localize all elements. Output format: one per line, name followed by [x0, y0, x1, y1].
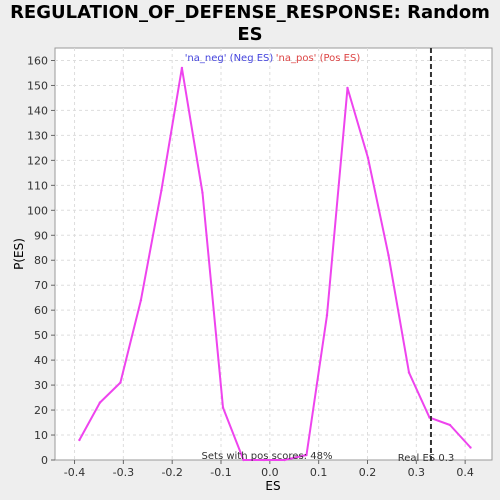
- x-tick-label: -0.3: [113, 466, 134, 479]
- es-series-point: [201, 191, 204, 195]
- x-axis-title: ES: [265, 479, 280, 493]
- es-series-point: [346, 86, 349, 90]
- x-tick-label: -0.4: [64, 466, 85, 479]
- es-series-point: [139, 298, 143, 302]
- y-tick-label: 40: [34, 354, 48, 367]
- y-tick-label: 0: [41, 454, 48, 467]
- x-tick-label: 0.4: [456, 466, 474, 479]
- x-tick-label: 0.1: [310, 466, 328, 479]
- y-tick-label: 90: [34, 229, 48, 242]
- y-tick-label: 50: [34, 329, 48, 342]
- es-series-point: [160, 189, 163, 192]
- chart-title-line-1: REGULATION_OF_DEFENSE_RESPONSE: Random E…: [10, 2, 490, 45]
- real-es-label: Real ES 0.3: [398, 453, 454, 464]
- legend-neg-label: 'na_neg' (Neg ES): [185, 53, 274, 64]
- y-tick-label: 80: [34, 254, 48, 267]
- grid-layer: [55, 48, 492, 460]
- y-tick-label: 160: [27, 54, 48, 67]
- y-tick-label: 150: [27, 79, 48, 92]
- x-tick-label: 0.2: [359, 466, 377, 479]
- y-tick-label: 140: [27, 104, 48, 117]
- tick-layer: 0 10 20 30 40 50 60 70 80 90 100 110 120 130 140 150 160…: [27, 54, 474, 479]
- y-tick-label: 130: [27, 129, 48, 142]
- x-tick-label: 0.0: [261, 466, 279, 479]
- y-tick-label: 20: [34, 404, 48, 417]
- es-series-point: [78, 438, 81, 442]
- es-series-point: [366, 156, 370, 160]
- y-tick-label: 70: [34, 279, 48, 292]
- y-tick-label: 100: [27, 204, 48, 217]
- es-series-line: [78, 67, 472, 461]
- es-series-point: [283, 458, 286, 462]
- es-series-point: [469, 446, 472, 449]
- legend-pos-label: 'na_pos' (Pos ES): [276, 53, 361, 64]
- es-series-point: [98, 401, 102, 404]
- pos-scores-annotation: Sets with pos scores: 48%: [202, 451, 333, 462]
- x-tick-label: 0.3: [408, 466, 426, 479]
- es-series-point: [221, 406, 225, 409]
- es-series-point: [262, 458, 266, 462]
- x-tick-label: -0.2: [161, 466, 182, 479]
- y-tick-label: 30: [34, 379, 48, 392]
- y-tick-label: 110: [27, 179, 48, 192]
- y-axis-title: P(ES): [12, 238, 26, 270]
- es-series-point: [305, 453, 308, 457]
- y-tick-label: 10: [34, 429, 48, 442]
- es-series-point: [448, 423, 452, 427]
- es-series-point: [180, 66, 184, 70]
- plot-area: [54, 47, 493, 461]
- y-tick-label: 120: [27, 154, 48, 167]
- es-series-point: [325, 313, 329, 317]
- es-series-point: [242, 458, 245, 462]
- es-series-point: [387, 254, 390, 257]
- es-series-point: [407, 371, 411, 374]
- y-tick-label: 60: [34, 304, 48, 317]
- es-series-point: [119, 381, 122, 384]
- x-tick-label: -0.1: [210, 466, 231, 479]
